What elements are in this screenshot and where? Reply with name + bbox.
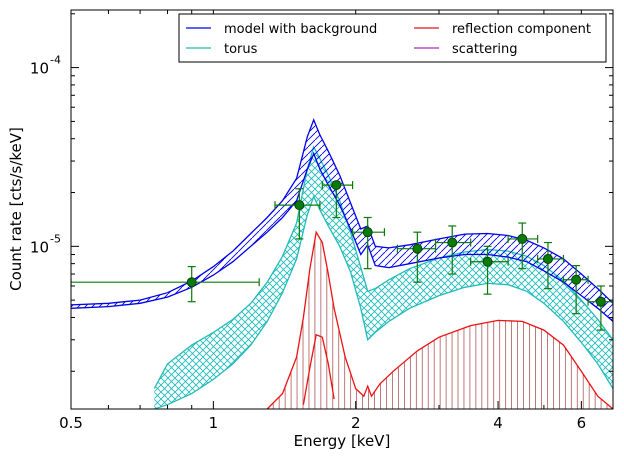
data-marker — [294, 200, 305, 211]
reflection-layer — [266, 230, 613, 409]
x-tick-label: 1 — [209, 414, 219, 432]
reflection-upper-line — [266, 230, 613, 409]
data-point — [274, 188, 321, 240]
x-tick-label: 4 — [493, 414, 503, 432]
x-tick-label: 6 — [577, 414, 587, 432]
torus-lower-line — [154, 194, 613, 409]
data-point — [470, 245, 509, 295]
data-marker — [482, 256, 493, 267]
legend-label-scattering: scattering — [452, 42, 518, 57]
axis-ticks: 0.5 1 2 4 610-510-4 — [30, 10, 614, 432]
y-tick-exponent: -5 — [50, 232, 61, 245]
legend: model with background reflection compone… — [178, 13, 607, 63]
data-marker — [412, 243, 423, 254]
data-point — [352, 216, 386, 270]
plot-area — [71, 118, 613, 409]
y-tick-label: 10 — [30, 60, 49, 78]
data-point — [537, 241, 565, 290]
data-marker — [595, 296, 606, 307]
data-points-layer — [71, 180, 613, 331]
x-tick-label: 2 — [351, 414, 361, 432]
data-marker — [517, 233, 528, 244]
plot-frame — [70, 9, 614, 410]
data-marker — [186, 277, 197, 288]
data-point — [587, 285, 613, 331]
data-point — [321, 180, 354, 219]
legend-label-torus: torus — [224, 42, 258, 57]
y-tick-label: 10 — [30, 238, 49, 256]
data-marker — [362, 227, 373, 238]
torus-band-fill — [154, 146, 613, 409]
data-marker — [571, 274, 582, 285]
y-axis-label: Count rate [cts/s/keV] — [7, 127, 25, 291]
y-tick-exponent: -4 — [50, 54, 61, 67]
legend-label-model: model with background — [224, 22, 377, 37]
data-point — [71, 266, 260, 303]
legend-box — [178, 13, 607, 63]
data-marker — [542, 253, 553, 264]
data-point — [434, 225, 472, 275]
legend-label-reflection: reflection component — [452, 22, 591, 37]
model-lower-line — [71, 151, 613, 322]
x-axis-label: Energy [keV] — [294, 432, 391, 450]
data-point — [507, 222, 539, 270]
torus-layer — [153, 145, 613, 409]
reflection-lower-line — [302, 333, 335, 405]
x-tick-label: 0.5 — [59, 414, 83, 432]
data-marker — [331, 180, 342, 191]
data-marker — [447, 237, 458, 248]
data-point — [562, 265, 589, 315]
